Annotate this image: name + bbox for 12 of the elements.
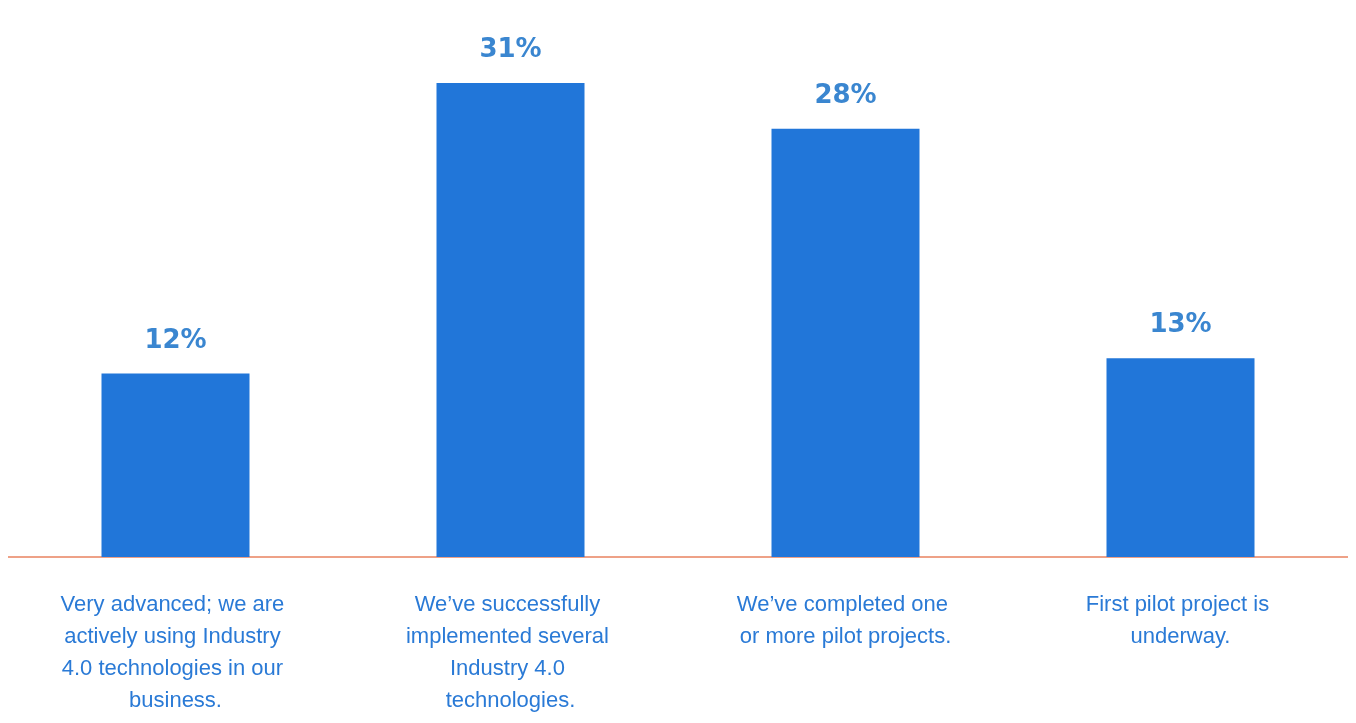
data-label: 12% [144, 323, 207, 354]
x-tick-label: First pilot project is underway. [1085, 590, 1276, 648]
bar [101, 373, 250, 557]
data-label: 31% [479, 33, 542, 63]
x-tick-label: Very advanced; we are actively using Industry 4.0 technologies in our business. [60, 590, 291, 712]
data-label: 28% [814, 78, 877, 109]
x-tick-label: We’ve completed one or more pilot projects. [736, 590, 955, 648]
bar [771, 128, 920, 557]
data-label: 13% [1149, 308, 1212, 339]
bar [436, 83, 585, 557]
x-tick-label: We’ve successfully implemented several Industry 4.0 technologies. [405, 590, 616, 712]
bar [1106, 358, 1255, 557]
